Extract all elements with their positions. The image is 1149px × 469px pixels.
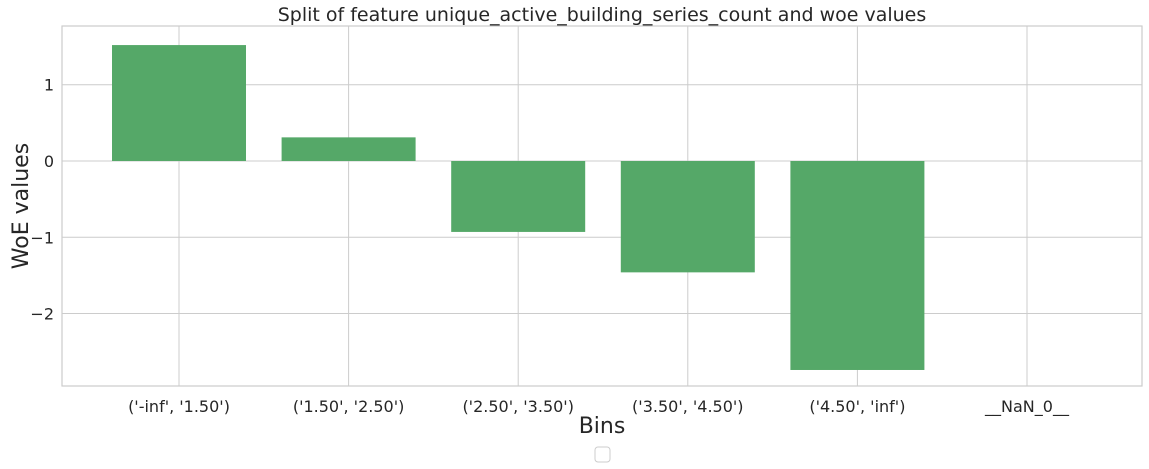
bar	[451, 161, 586, 232]
bar	[112, 45, 246, 161]
bar	[790, 161, 925, 370]
y-tick-label: −2	[30, 305, 54, 324]
y-axis-label: WoE values	[9, 143, 34, 269]
chart-title: Split of feature unique_active_building_…	[278, 4, 927, 26]
x-tick-labels: ('-inf', '1.50') ('1.50', '2.50') ('2.50',…	[128, 397, 1070, 417]
bars	[112, 45, 925, 370]
legend-box	[594, 446, 611, 463]
x-tick-label: __NaN_0__	[984, 397, 1070, 417]
x-tick-label: ('-inf', '1.50')	[128, 397, 230, 416]
y-tick-label: −1	[30, 228, 54, 247]
y-tick-label: 1	[44, 76, 54, 95]
bar	[620, 161, 755, 273]
x-tick-label: ('4.50', 'inf')	[809, 397, 905, 416]
x-tick-label: ('2.50', '3.50')	[462, 397, 574, 416]
plot-frame	[61, 25, 1143, 387]
x-tick-label: ('3.50', '4.50')	[632, 397, 744, 416]
x-axis-label: Bins	[579, 414, 626, 439]
bar	[281, 137, 416, 161]
y-tick-labels: 1 0 −1 −2	[30, 76, 54, 324]
x-tick-label: ('1.50', '2.50')	[293, 397, 405, 416]
y-tick-label: 0	[44, 152, 54, 171]
